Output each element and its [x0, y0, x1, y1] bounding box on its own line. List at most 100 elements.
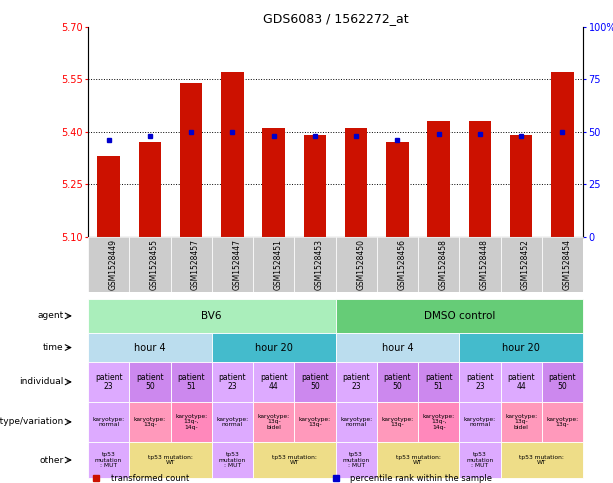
Bar: [253, 442, 335, 478]
Text: tp53 mutation:
WT: tp53 mutation: WT: [148, 455, 193, 465]
Bar: [88, 298, 335, 333]
Bar: [500, 237, 542, 292]
Text: patient
23: patient 23: [466, 372, 493, 391]
Text: hour 4: hour 4: [134, 342, 166, 353]
Text: karyotype:
13q-
bidel: karyotype: 13q- bidel: [505, 414, 537, 430]
Text: patient
50: patient 50: [549, 372, 576, 391]
Text: karyotype:
13q-,
14q-: karyotype: 13q-, 14q-: [422, 414, 455, 430]
Text: DMSO control: DMSO control: [424, 311, 495, 321]
Bar: [170, 402, 211, 442]
Bar: [427, 121, 450, 237]
Text: karyotype:
13q-: karyotype: 13q-: [299, 417, 331, 427]
Bar: [418, 362, 459, 402]
Text: GSM1528453: GSM1528453: [315, 240, 324, 290]
Bar: [459, 442, 500, 478]
Text: other: other: [39, 455, 63, 465]
Title: GDS6083 / 1562272_at: GDS6083 / 1562272_at: [263, 13, 408, 26]
Text: patient
44: patient 44: [508, 372, 535, 391]
Text: patient
23: patient 23: [342, 372, 370, 391]
Bar: [468, 121, 491, 237]
Text: agent: agent: [37, 312, 63, 320]
Bar: [418, 402, 459, 442]
Text: GSM1528449: GSM1528449: [109, 240, 118, 290]
Bar: [88, 362, 129, 402]
Text: patient
44: patient 44: [260, 372, 287, 391]
Text: karyotype:
13q-
bidel: karyotype: 13q- bidel: [257, 414, 290, 430]
Bar: [253, 402, 294, 442]
Text: GSM1528450: GSM1528450: [356, 240, 365, 290]
Text: karyotype:
normal: karyotype: normal: [93, 417, 124, 427]
Text: time: time: [43, 343, 63, 352]
Text: patient
50: patient 50: [136, 372, 164, 391]
Bar: [335, 402, 377, 442]
Bar: [88, 402, 129, 442]
Text: hour 20: hour 20: [502, 342, 540, 353]
Bar: [345, 128, 367, 237]
Bar: [211, 442, 253, 478]
Bar: [294, 362, 335, 402]
Bar: [253, 237, 294, 292]
Text: BV6: BV6: [202, 311, 222, 321]
Bar: [180, 83, 202, 237]
Text: GSM1528451: GSM1528451: [273, 240, 283, 290]
Bar: [170, 237, 211, 292]
Bar: [551, 72, 574, 237]
Bar: [377, 237, 418, 292]
Text: karyotype:
normal: karyotype: normal: [464, 417, 496, 427]
Bar: [262, 128, 285, 237]
Text: GSM1528454: GSM1528454: [562, 240, 571, 290]
Bar: [335, 298, 583, 333]
Text: genotype/variation: genotype/variation: [0, 417, 63, 426]
Text: tp53
mutation
: MUT: tp53 mutation : MUT: [95, 452, 122, 468]
Bar: [500, 362, 542, 402]
Text: tp53
mutation
: MUT: tp53 mutation : MUT: [219, 452, 246, 468]
Text: tp53 mutation:
WT: tp53 mutation: WT: [519, 455, 564, 465]
Text: karyotype:
normal: karyotype: normal: [340, 417, 372, 427]
Text: patient
51: patient 51: [425, 372, 452, 391]
Bar: [129, 237, 170, 292]
Bar: [253, 362, 294, 402]
Text: GSM1528455: GSM1528455: [150, 240, 159, 290]
Bar: [211, 333, 335, 362]
Bar: [211, 237, 253, 292]
Text: karyotype:
13q-: karyotype: 13q-: [381, 417, 413, 427]
Text: karyotype:
normal: karyotype: normal: [216, 417, 248, 427]
Text: GSM1528452: GSM1528452: [521, 240, 530, 290]
Bar: [459, 362, 500, 402]
Text: patient
23: patient 23: [95, 372, 123, 391]
Text: karyotype:
13q-: karyotype: 13q-: [546, 417, 579, 427]
Bar: [459, 333, 583, 362]
Text: patient
50: patient 50: [301, 372, 329, 391]
Text: GSM1528458: GSM1528458: [439, 240, 447, 290]
Text: tp53
mutation
: MUT: tp53 mutation : MUT: [466, 452, 493, 468]
Bar: [542, 237, 583, 292]
Text: tp53 mutation:
WT: tp53 mutation: WT: [272, 455, 317, 465]
Bar: [377, 362, 418, 402]
Text: patient
23: patient 23: [219, 372, 246, 391]
Text: percentile rank within the sample: percentile rank within the sample: [350, 474, 492, 483]
Bar: [211, 362, 253, 402]
Bar: [139, 142, 161, 237]
Bar: [459, 237, 500, 292]
Text: individual: individual: [19, 377, 63, 386]
Bar: [129, 362, 170, 402]
Bar: [418, 237, 459, 292]
Bar: [88, 237, 129, 292]
Text: patient
51: patient 51: [177, 372, 205, 391]
Bar: [377, 442, 459, 478]
Bar: [294, 237, 335, 292]
Bar: [170, 362, 211, 402]
Bar: [88, 333, 211, 362]
Bar: [335, 237, 377, 292]
Bar: [335, 333, 459, 362]
Text: GSM1528447: GSM1528447: [232, 240, 242, 290]
Text: karyotype:
13q-,
14q-: karyotype: 13q-, 14q-: [175, 414, 207, 430]
Text: tp53 mutation:
WT: tp53 mutation: WT: [395, 455, 440, 465]
Bar: [542, 402, 583, 442]
Bar: [377, 402, 418, 442]
Bar: [335, 442, 377, 478]
Bar: [510, 135, 533, 237]
Bar: [221, 72, 244, 237]
Text: transformed count: transformed count: [111, 474, 189, 483]
Text: GSM1528456: GSM1528456: [397, 240, 406, 290]
